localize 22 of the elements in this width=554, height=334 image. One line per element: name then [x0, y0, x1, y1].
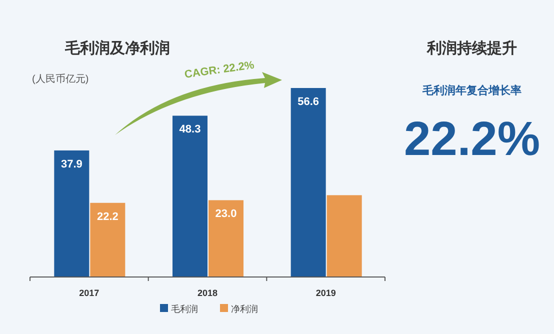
- x-tick-label: 2018: [197, 288, 218, 298]
- bar: [90, 202, 126, 277]
- x-tick-label: 2017: [79, 288, 100, 298]
- legend-label: 毛利润: [171, 304, 198, 314]
- bar: [208, 200, 244, 277]
- x-tick-label: 2019: [316, 288, 336, 298]
- text: 22.2%: [404, 113, 540, 166]
- bar: [326, 195, 362, 277]
- chart-title: 毛利润及净利润: [64, 39, 170, 57]
- data-label: 22.2: [96, 210, 118, 223]
- data-label: 23.0: [215, 208, 237, 220]
- text: 毛利润年复合增长率: [422, 84, 522, 97]
- text: CAGR: 22.2%: [184, 59, 256, 81]
- text: 利润持续提升: [426, 39, 517, 57]
- data-label: 48.3: [179, 124, 201, 136]
- bar: [172, 116, 208, 277]
- bar: [54, 150, 90, 277]
- bar: [290, 88, 326, 277]
- chart-subtitle: (人民币亿元): [32, 73, 89, 85]
- data-label: 56.6: [298, 96, 320, 108]
- data-label: 37.9: [60, 158, 82, 170]
- legend-label: 净利润: [231, 304, 258, 314]
